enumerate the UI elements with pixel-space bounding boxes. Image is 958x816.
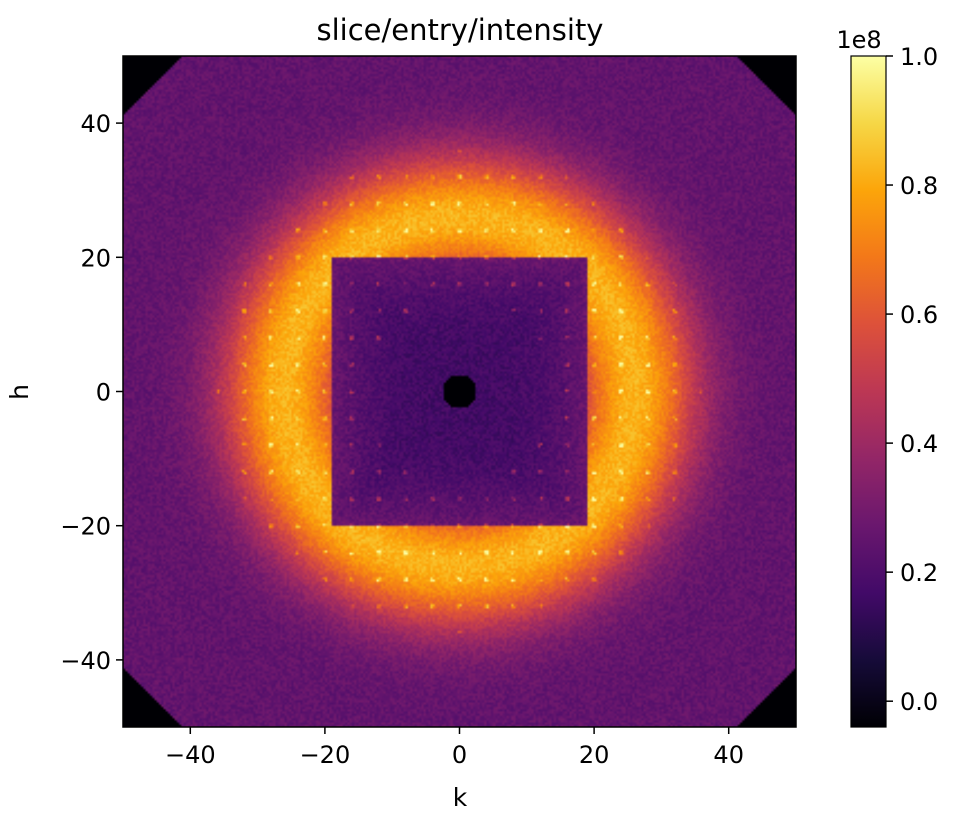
y-tick-label: 0: [96, 379, 111, 407]
x-axis-ticks: −40 −20 0 20 40: [165, 727, 744, 769]
colorbar-tick-label: 0.8: [900, 172, 938, 200]
y-tick-label: 40: [80, 110, 111, 138]
colorbar-tick-label: 0.2: [900, 559, 938, 587]
y-tick-label: −40: [60, 647, 111, 675]
x-tick-label: −40: [165, 741, 216, 769]
colorbar-tick-label: 0.0: [900, 688, 938, 716]
colorbar-multiplier: 1e8: [836, 26, 881, 54]
colorbar-tick-label: 0.4: [900, 430, 938, 458]
x-tick-label: −20: [300, 741, 351, 769]
colorbar: [851, 56, 886, 727]
heatmap-image: [123, 56, 796, 727]
y-tick-label: 20: [80, 244, 111, 272]
x-tick-label: 0: [452, 741, 467, 769]
x-tick-label: 20: [579, 741, 610, 769]
colorbar-tick-label: 1.0: [900, 43, 938, 71]
x-tick-label: 40: [713, 741, 744, 769]
y-tick-label: −20: [60, 513, 111, 541]
chart-title: slice/entry/intensity: [317, 13, 604, 47]
x-axis-label: k: [453, 783, 468, 812]
colorbar-tick-label: 0.6: [900, 301, 938, 329]
y-axis-ticks: −40 −20 0 20 40: [60, 110, 123, 675]
colorbar-ticks: 0.0 0.2 0.4 0.6 0.8 1.0: [886, 43, 938, 716]
colorbar-frame: [850, 55, 887, 728]
y-axis-label: h: [5, 384, 34, 400]
